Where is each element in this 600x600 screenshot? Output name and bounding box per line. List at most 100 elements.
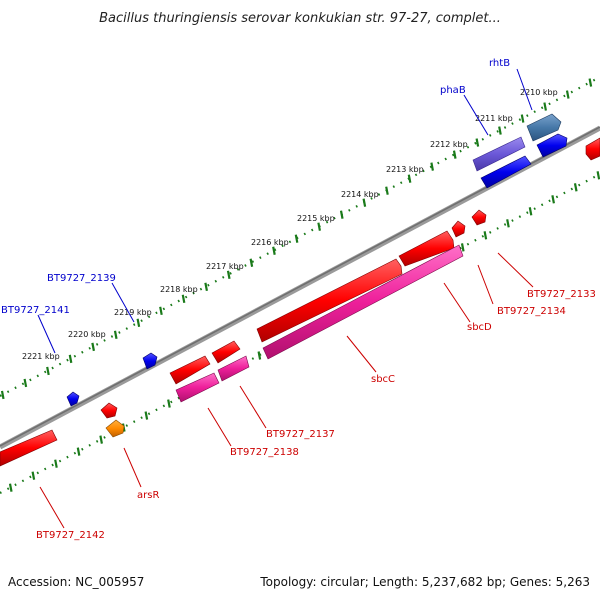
label-BT9727-2133[interactable]: BT9727_2133 [527, 289, 596, 300]
label-phaB[interactable]: phaB [440, 85, 466, 96]
major-tick-lower [76, 447, 81, 456]
major-tick-upper [588, 78, 593, 87]
tick-label-2218: 2218 kbp [160, 285, 198, 294]
gene-reverse-partial[interactable] [585, 137, 600, 161]
gene-BT9727-2137-red[interactable] [211, 340, 241, 364]
leader-rhtB [516, 68, 533, 111]
gene-BT9727-2139[interactable] [142, 352, 158, 370]
label-BT9727-2138[interactable]: BT9727_2138 [230, 447, 299, 458]
gene-BT9727-2134[interactable] [451, 220, 466, 238]
gene-reverse-long[interactable] [256, 258, 403, 343]
gene-labels: rhtB phaB BT9727_2139 BT9727_2141 BT9727… [1, 58, 596, 541]
major-tick-lower [54, 459, 58, 468]
map-title: Bacillus thuringiensis serovar konkukian… [99, 11, 501, 26]
gene-BT9727-2138-red[interactable] [169, 355, 211, 385]
major-tick-lower [8, 483, 13, 492]
gene-BT9727-2137[interactable] [217, 355, 250, 382]
major-tick-lower [596, 171, 600, 180]
leader-lines [37, 68, 534, 529]
major-tick-upper [136, 318, 141, 328]
major-tick-lower [31, 471, 36, 480]
gene-BT9727-2138[interactable] [175, 372, 220, 403]
label-sbcD[interactable]: sbcD [467, 322, 492, 333]
reverse-genes [0, 137, 600, 467]
major-tick-upper [294, 234, 299, 243]
label-rhtB[interactable]: rhtB [489, 58, 510, 69]
tick-label-2215: 2215 kbp [297, 214, 335, 223]
major-tick-upper [430, 162, 434, 171]
leader-BT9727-2134 [477, 264, 494, 305]
major-tick-upper [339, 210, 344, 219]
gene-forward-blue-1[interactable] [480, 155, 532, 189]
major-tick-upper [565, 90, 570, 99]
label-BT9727-2139[interactable]: BT9727_2139 [47, 273, 116, 284]
label-arsR[interactable]: arsR [137, 490, 159, 501]
tick-label-2217: 2217 kbp [206, 262, 244, 271]
major-tick-lower [528, 207, 533, 216]
gene-BT9727-2141[interactable] [66, 391, 80, 407]
major-tick-lower [99, 435, 103, 444]
label-BT9727-2137[interactable]: BT9727_2137 [266, 429, 335, 440]
major-tick-upper [543, 102, 547, 111]
leader-BT9727-2141 [37, 314, 56, 354]
gene-phaB[interactable] [472, 136, 526, 172]
major-tick-upper [407, 174, 412, 183]
major-tick-upper [91, 342, 95, 352]
tick-label-2213: 2213 kbp [386, 165, 424, 174]
topology-text: Topology: circular; Length: 5,237,682 bp… [259, 575, 590, 589]
tick-label-2220: 2220 kbp [68, 330, 106, 339]
major-tick-upper [46, 366, 50, 376]
tick-labels: 2210 kbp 2211 kbp 2212 kbp 2213 kbp 2214… [22, 88, 558, 361]
major-tick-upper [272, 246, 276, 255]
major-tick-lower [257, 351, 262, 360]
forward-genes [66, 113, 568, 407]
leader-BT9727-2138 [207, 407, 232, 447]
major-tick-upper [159, 306, 163, 316]
gene-sbcD[interactable] [398, 230, 455, 267]
tick-label-2212: 2212 kbp [430, 140, 468, 149]
major-tick-upper [226, 270, 231, 279]
major-tick-lower [483, 231, 488, 240]
leader-BT9727-2133 [497, 252, 534, 288]
gene-sbcC[interactable] [262, 244, 464, 360]
tick-label-2221: 2221 kbp [22, 352, 60, 361]
accession-text: Accession: NC_005957 [8, 575, 144, 589]
major-tick-upper [385, 186, 389, 195]
gene-BT9727-2133[interactable] [471, 209, 487, 226]
major-tick-upper [181, 294, 186, 304]
major-tick-upper [475, 138, 480, 147]
major-ticks-upper [0, 78, 593, 400]
major-tick-lower [573, 183, 578, 192]
major-tick-upper [452, 150, 457, 159]
gene-arsR[interactable] [105, 419, 125, 438]
major-tick-upper [498, 126, 502, 135]
major-tick-upper [204, 282, 208, 291]
gene-rhtB[interactable] [526, 113, 562, 142]
leader-phaB [463, 94, 489, 136]
major-tick-upper [317, 222, 321, 231]
major-tick-upper [520, 114, 525, 123]
tick-label-2219: 2219 kbp [114, 308, 152, 317]
leader-arsR [123, 447, 142, 488]
gene-reverse-small[interactable] [100, 402, 118, 419]
gene-BT9727-2142[interactable] [0, 429, 58, 467]
major-tick-upper [68, 354, 73, 364]
major-tick-lower [460, 243, 465, 252]
label-BT9727-2141[interactable]: BT9727_2141 [1, 305, 70, 316]
major-tick-lower [551, 195, 555, 204]
leader-sbcC [346, 335, 377, 373]
major-tick-lower [167, 399, 171, 408]
leader-BT9727-2137 [239, 385, 267, 429]
major-tick-upper [0, 390, 5, 400]
label-sbcC[interactable]: sbcC [371, 374, 395, 385]
tick-track-upper [0, 76, 600, 397]
gene-forward-blue-2[interactable] [536, 133, 568, 158]
label-BT9727-2134[interactable]: BT9727_2134 [497, 306, 566, 317]
tick-label-2214: 2214 kbp [341, 190, 379, 199]
backbone [0, 125, 600, 450]
major-tick-upper [362, 198, 367, 207]
label-BT9727-2142[interactable]: BT9727_2142 [36, 530, 105, 541]
leader-BT9727-2139 [111, 282, 135, 323]
leader-BT9727-2142 [39, 486, 65, 529]
